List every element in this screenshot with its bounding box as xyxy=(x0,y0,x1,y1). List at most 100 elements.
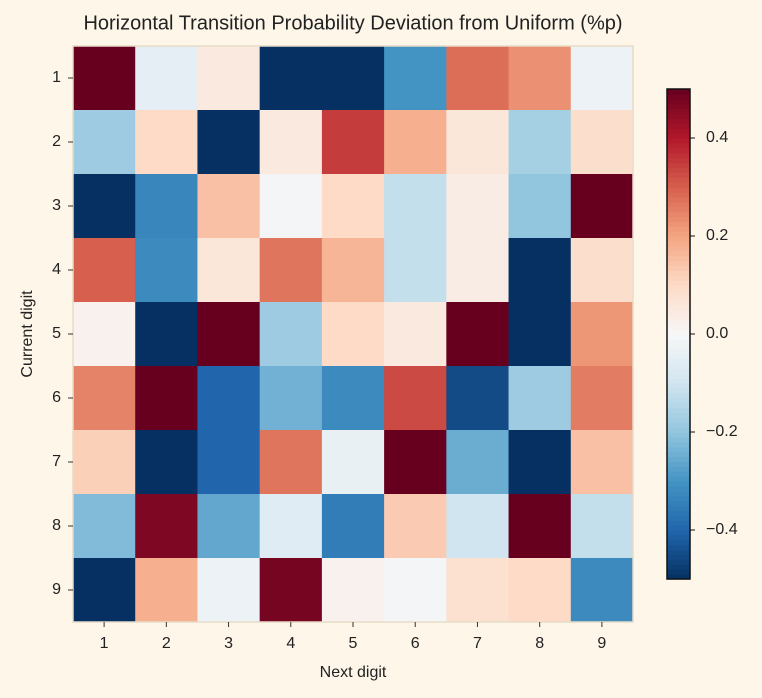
y-tick-label: 7 xyxy=(52,453,61,470)
heatmap-cell xyxy=(508,174,572,239)
heatmap-cell xyxy=(446,430,510,495)
colorbar-segment xyxy=(667,417,690,423)
colorbar-segment xyxy=(667,289,690,296)
heatmap-cell xyxy=(135,238,198,303)
colorbar-segment xyxy=(667,98,690,105)
x-tick-label: 1 xyxy=(100,635,109,652)
heatmap-cell xyxy=(197,174,261,239)
colorbar-segment xyxy=(667,118,690,124)
heatmap-cell xyxy=(73,366,136,431)
colorbar-segment xyxy=(667,510,690,516)
y-tick-label: 8 xyxy=(52,517,61,534)
colorbar-segment xyxy=(667,152,690,159)
heatmap-cell xyxy=(73,430,136,495)
colorbar-segment xyxy=(667,338,690,345)
colorbar-segment xyxy=(667,216,690,222)
heatmap-cell xyxy=(321,494,385,559)
colorbar-segment xyxy=(667,226,690,232)
colorbar-segment xyxy=(667,471,690,477)
heatmap-cell xyxy=(321,558,385,623)
heatmap-cell xyxy=(73,110,136,175)
heatmap-cell xyxy=(73,302,136,367)
y-tick-label: 5 xyxy=(52,325,61,342)
x-tick-label: 6 xyxy=(411,635,420,652)
colorbar-segment xyxy=(667,123,690,129)
heatmap-cell xyxy=(508,558,572,623)
colorbar-segment xyxy=(667,221,690,227)
heatmap-cell xyxy=(446,302,510,367)
colorbar-segment xyxy=(667,569,690,575)
colorbar-segment xyxy=(667,348,690,355)
x-axis-label: Next digit xyxy=(320,664,387,681)
y-axis-label: Current digit xyxy=(19,290,36,378)
heatmap-cell xyxy=(570,238,634,303)
heatmap-cell xyxy=(197,46,261,111)
heatmap-cell xyxy=(508,46,572,111)
heatmap-cell xyxy=(197,110,261,175)
colorbar-segment xyxy=(667,383,690,389)
colorbar-segment xyxy=(667,564,690,570)
colorbar-segment xyxy=(667,265,690,271)
colorbar-segment xyxy=(667,103,690,110)
heatmap-cell xyxy=(570,366,634,431)
heatmap-cell xyxy=(135,558,198,623)
heatmap-cell xyxy=(259,366,323,431)
colorbar-segment xyxy=(667,157,690,164)
heatmap-cell xyxy=(321,430,385,495)
heatmap-cell xyxy=(73,494,136,559)
colorbar-segment xyxy=(667,559,690,565)
heatmap-cell xyxy=(384,110,447,175)
heatmap-cell xyxy=(384,430,447,495)
heatmap-cell xyxy=(321,110,385,175)
colorbar-segment xyxy=(667,177,690,183)
colorbar-segment xyxy=(667,172,690,178)
heatmap-cell xyxy=(384,238,447,303)
heatmap-cell xyxy=(135,110,198,175)
colorbar-segment xyxy=(667,402,690,409)
colorbar-segment xyxy=(667,363,690,369)
colorbar-segment xyxy=(667,113,690,119)
colorbar-segment xyxy=(667,500,690,507)
heatmap-cell xyxy=(446,46,510,111)
heatmap-cell xyxy=(135,302,198,367)
heatmap-cell xyxy=(197,302,261,367)
heatmap-cell xyxy=(321,366,385,431)
heatmap-cell xyxy=(259,302,323,367)
heatmap-cell xyxy=(384,558,447,623)
colorbar-segment xyxy=(667,191,690,198)
colorbar-segment xyxy=(667,334,690,340)
x-tick-label: 2 xyxy=(162,635,171,652)
heatmap-cell xyxy=(508,430,572,495)
colorbar-segment xyxy=(667,476,690,482)
colorbar-segment xyxy=(667,554,690,560)
colorbar-segment xyxy=(667,245,690,252)
heatmap-cell xyxy=(384,46,447,111)
colorbar-segment xyxy=(667,182,690,188)
colorbar-segment xyxy=(667,427,690,433)
colorbar-segment xyxy=(667,490,690,497)
colorbar-segment xyxy=(667,211,690,217)
colorbar-segment xyxy=(667,147,690,154)
colorbar-segment xyxy=(667,128,690,134)
heatmap-cell xyxy=(135,174,198,239)
y-tick-label: 1 xyxy=(52,69,61,86)
colorbar-segment xyxy=(667,549,690,556)
x-tick-label: 5 xyxy=(349,635,358,652)
chart-title: Horizontal Transition Probability Deviat… xyxy=(83,12,622,34)
colorbar-segment xyxy=(667,309,690,315)
y-tick-label: 2 xyxy=(52,133,61,150)
colorbar-tick-label: 0.2 xyxy=(706,227,728,244)
heatmap-cell xyxy=(197,430,261,495)
colorbar-segment xyxy=(667,530,690,536)
heatmap-cell xyxy=(73,46,136,111)
colorbar-segment xyxy=(667,505,690,511)
heatmap-cell xyxy=(73,558,136,623)
colorbar-segment xyxy=(667,481,690,487)
heatmap-cell xyxy=(570,110,634,175)
colorbar-segment xyxy=(667,358,690,364)
heatmap-cell xyxy=(570,302,634,367)
colorbar-segment xyxy=(667,485,690,492)
heatmap-cell xyxy=(384,494,447,559)
heatmap-cell xyxy=(259,110,323,175)
colorbar-segment xyxy=(667,89,690,95)
